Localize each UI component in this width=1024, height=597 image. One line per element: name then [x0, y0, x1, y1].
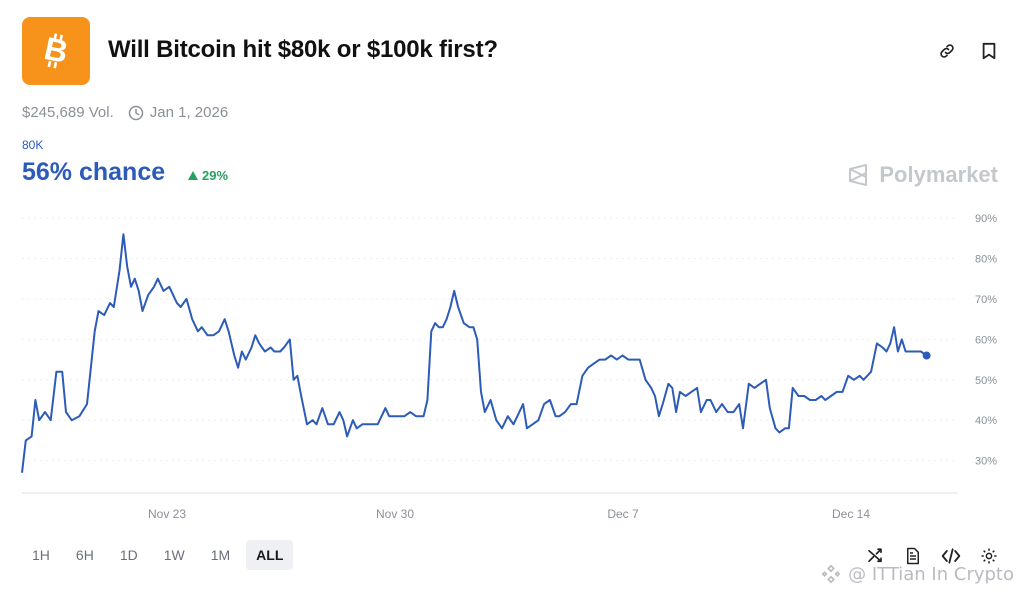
- range-tab-1w[interactable]: 1W: [163, 547, 185, 563]
- y-tick-label: 80%: [975, 254, 997, 266]
- bookmark-icon[interactable]: [978, 40, 1000, 62]
- bitcoin-icon: B: [41, 31, 71, 70]
- outcome-label: 80K: [22, 138, 44, 152]
- y-tick-label: 30%: [975, 456, 997, 468]
- settings-gear-icon[interactable]: [978, 545, 1000, 567]
- watermark: @ ITTian In Crypto: [820, 563, 1014, 585]
- polymarket-brand: Polymarket: [847, 162, 998, 188]
- chance-value: 56% chance: [22, 158, 166, 186]
- chart-series-line: [21, 233, 928, 473]
- document-icon[interactable]: [902, 545, 924, 567]
- y-tick-label: 60%: [975, 334, 997, 346]
- volume-text: $245,689 Vol.: [22, 104, 114, 121]
- y-tick-label: 70%: [975, 294, 997, 306]
- range-tab-6h[interactable]: 6H: [75, 547, 94, 563]
- market-meta: $245,689 Vol. Jan 1, 2026: [22, 104, 228, 121]
- binance-square-icon: [821, 564, 841, 584]
- x-tick-label: Dec 7: [607, 507, 639, 521]
- chance-delta: 29%: [188, 168, 228, 183]
- watermark-text: @ ITTian In Crypto: [848, 563, 1014, 585]
- range-tab-1d[interactable]: 1D: [119, 547, 138, 563]
- range-tab-1m[interactable]: 1M: [210, 547, 231, 563]
- end-date: Jan 1, 2026: [128, 104, 228, 121]
- y-tick-label: 50%: [975, 375, 997, 387]
- last-point: [922, 351, 931, 360]
- range-tab-1h[interactable]: 1H: [32, 547, 50, 563]
- end-date-text: Jan 1, 2026: [149, 104, 229, 121]
- polymarket-name: Polymarket: [879, 162, 998, 187]
- time-range-tabs: 1H 6H 1D 1W 1M ALL: [22, 540, 294, 570]
- clock-icon: [128, 105, 144, 120]
- chance-delta-text: 29%: [202, 168, 229, 183]
- x-tick-label: Nov 23: [148, 507, 186, 521]
- y-tick-label: 90%: [975, 213, 997, 225]
- embed-code-icon[interactable]: [940, 545, 962, 567]
- link-icon[interactable]: [936, 40, 958, 62]
- shuffle-icon[interactable]: [864, 545, 886, 567]
- x-tick-label: Nov 30: [376, 507, 414, 521]
- up-triangle-icon: [188, 171, 198, 180]
- x-tick-label: Dec 14: [832, 507, 870, 521]
- market-title: Will Bitcoin hit $80k or $100k first?: [108, 36, 498, 63]
- y-tick-label: 40%: [975, 415, 997, 427]
- polymarket-logo-icon: [849, 164, 868, 186]
- bitcoin-logo: B: [22, 17, 90, 85]
- probability-chart: 30% 40% 50% 60% 70% 80% 90% Nov 23 Nov 30 Dec 7 D…: [21, 213, 997, 521]
- range-tab-all[interactable]: ALL: [246, 540, 294, 570]
